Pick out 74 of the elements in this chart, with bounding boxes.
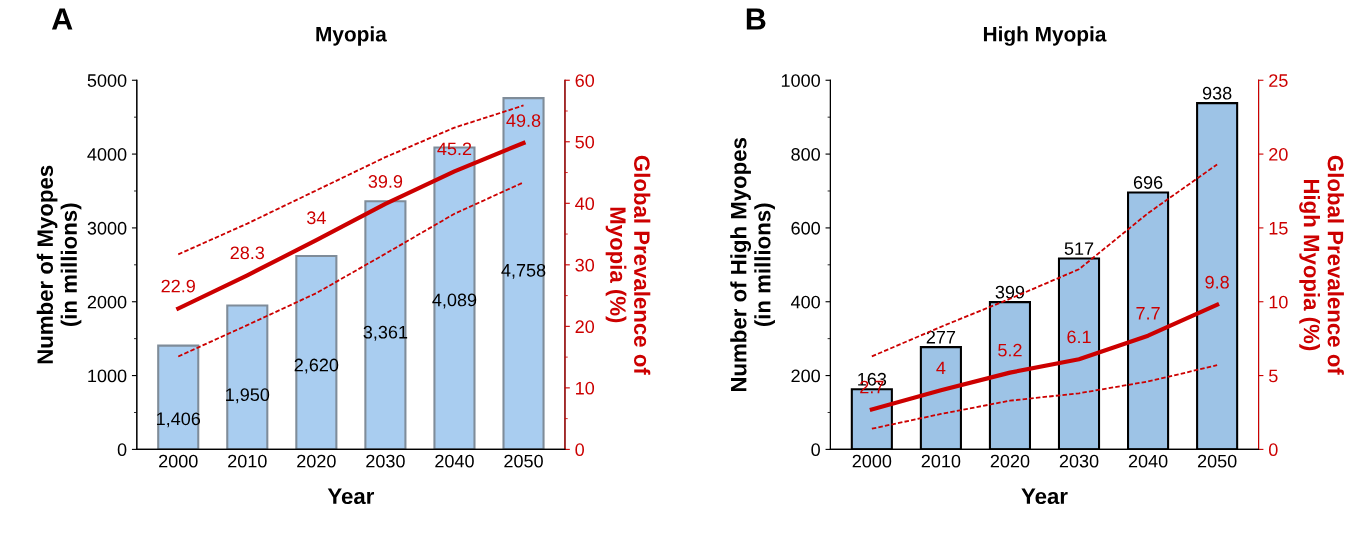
y-tick-label: 1000 [88,369,127,383]
data-label: 5.2 [998,343,1022,357]
x-tick-label: 2050 [1197,454,1237,468]
y2-tick-label: 25 [1269,74,1288,87]
y-tick-label: 0 [117,443,127,457]
data-label: 39.9 [368,175,403,188]
x-tick-label: 2000 [852,454,892,468]
y2-axis-title: Global Prevalence of High Myopia (%) [1299,155,1344,375]
x-tick-label: 2050 [504,454,543,468]
data-label: 277 [926,330,956,344]
data-label: 1,406 [157,412,201,428]
y2-tick-label: 20 [1269,148,1288,161]
y-tick-label: 2000 [87,295,127,309]
data-label: 2,620 [294,358,339,374]
data-label: 34 [307,211,326,225]
x-axis-title: Year [1021,488,1068,505]
y2-tick-label: 40 [575,197,595,211]
y-tick-label: 200 [791,369,820,383]
bar [364,200,407,450]
y2-tick-label: 10 [576,381,595,395]
data-label: 28.3 [230,246,265,260]
y2-tick-label: 0 [575,443,585,457]
data-label: 4,758 [501,263,546,279]
y-axis-title: Number of High Myopes (in millions) [730,137,775,392]
data-label: 45.2 [437,142,472,156]
data-label: 4,089 [432,293,477,309]
x-tick-label: 2020 [297,454,336,468]
x-tick-label: 2040 [1128,454,1168,468]
data-label: 696 [1133,176,1163,189]
bar [157,344,200,450]
x-tick-label: 2040 [435,454,474,468]
chart-title: High Myopia [983,26,1107,46]
y-tick-label: 1000 [781,74,820,87]
data-label: 399 [995,285,1025,299]
y-tick-label: 0 [811,443,820,457]
data-label: 4 [936,361,946,375]
y-tick-label: 4000 [87,148,127,161]
x-tick-label: 2010 [228,454,267,468]
y-tick-label: 5000 [87,74,127,87]
x-tick-label: 2030 [366,454,405,468]
y-tick-label: 400 [790,295,820,309]
x-tick-label: 2030 [1059,454,1099,468]
data-label: 517 [1064,242,1094,255]
y-tick-label: 800 [791,148,820,161]
y-tick-label: 600 [791,221,820,235]
y-tick-label: 3000 [87,221,127,235]
y2-tick-label: 10 [1269,295,1288,309]
y2-tick-label: 15 [1269,222,1288,235]
y2-tick-label: 20 [575,320,595,334]
y2-tick-label: 5 [1269,369,1278,383]
data-label: 6.1 [1067,330,1091,344]
y2-tick-label: 60 [575,74,595,87]
data-label: 22.9 [161,279,195,293]
data-label: 938 [1202,86,1232,100]
text: A [51,8,73,30]
y-axis-title: Number of Myopes (in millions) [36,165,82,364]
x-tick-label: 2000 [159,454,198,468]
text: B [746,8,766,30]
bar [226,304,269,450]
data-label: 7.7 [1136,307,1160,320]
data-label: 3,361 [363,325,408,341]
chart-title: Myopia [316,26,387,46]
y2-tick-label: 30 [575,258,595,272]
data-label: 9.8 [1205,275,1229,289]
y2-axis-title: Global Prevalence of Myopia (%) [605,155,651,375]
x-tick-label: 2020 [990,454,1030,468]
data-label: 1,950 [226,388,270,404]
bar [502,97,545,450]
y2-tick-label: 50 [575,135,595,149]
x-axis-title: Year [327,488,375,505]
y2-tick-label: 0 [1268,443,1278,457]
data-label: 49.8 [506,114,541,127]
bar [295,254,338,450]
x-tick-label: 2010 [921,454,961,468]
